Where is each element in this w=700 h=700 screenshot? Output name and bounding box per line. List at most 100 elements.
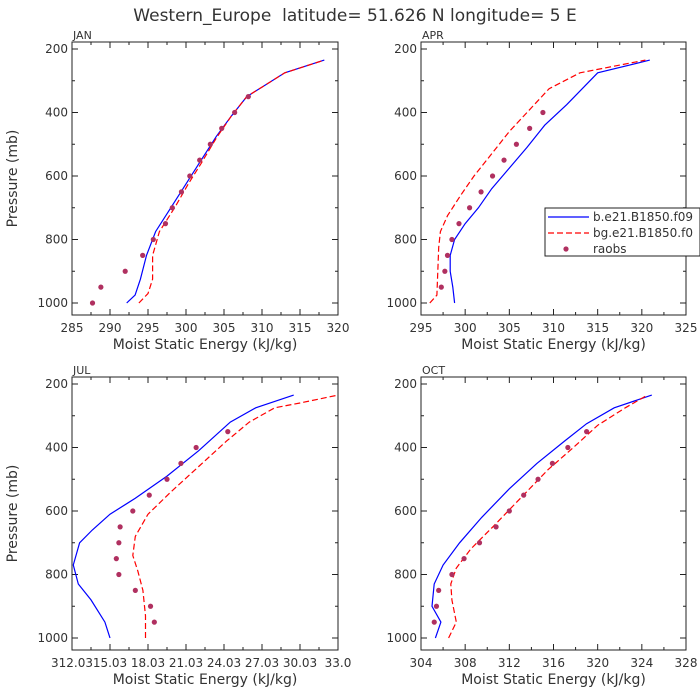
- y-tick-label: 200: [45, 377, 68, 391]
- raobs-point: [140, 252, 146, 258]
- y-axis-label: Pressure (mb): [5, 130, 21, 228]
- plot-frame: [420, 41, 687, 316]
- raobs-point: [150, 236, 156, 243]
- raobs-point: [98, 284, 104, 290]
- raobs-point: [549, 460, 555, 466]
- y-tick-label: 200: [394, 377, 417, 391]
- y-tick-label: 600: [394, 169, 417, 183]
- y-tick-label: 1000: [37, 296, 68, 310]
- figure-title: Western_Europe latitude= 51.626 N longit…: [133, 6, 576, 26]
- x-tick-label: 21.03: [169, 656, 203, 670]
- raobs-point: [438, 284, 444, 290]
- panel-title: APR: [422, 29, 444, 42]
- panel-apr: APR 295 300 305 310 315 320 325 200 400 600 800 1000…: [386, 29, 697, 353]
- x-tick-label: 328: [675, 656, 698, 670]
- raobs-point: [456, 221, 462, 227]
- raobs-point: [164, 476, 170, 482]
- panel-title: JAN: [72, 29, 92, 42]
- raobs-point: [169, 205, 175, 211]
- x-axis-label: Moist Static Energy (kJ/kg): [113, 337, 298, 353]
- raobs-point: [225, 429, 231, 435]
- series-line-b-e21-b1850-f09: [72, 394, 294, 639]
- raobs-point: [436, 587, 442, 593]
- y-axis-label: Pressure (mb): [5, 465, 21, 563]
- raobs-point: [219, 125, 225, 131]
- x-tick-label: 320: [586, 656, 609, 670]
- x-tick-label: 290: [99, 321, 122, 335]
- x-tick-label: 33.0: [325, 656, 352, 670]
- x-tick-label: 30.03: [283, 656, 317, 670]
- series-line-b-e21-b1850-f09: [431, 394, 652, 639]
- x-tick-label: 305: [498, 321, 521, 335]
- raobs-point: [147, 603, 154, 609]
- raobs-point: [565, 444, 571, 451]
- raobs-point: [540, 109, 546, 116]
- raobs-point: [178, 460, 184, 466]
- raobs-point: [151, 619, 157, 625]
- y-tick-label: 600: [45, 169, 68, 183]
- y-tick-label: 800: [394, 233, 417, 247]
- x-tick-label: 310: [542, 321, 565, 335]
- x-tick-label: 304: [410, 656, 433, 670]
- raobs-point: [493, 524, 499, 530]
- raobs-point: [146, 492, 152, 498]
- legend-label: bg.e21.B1850.f0: [593, 226, 693, 240]
- raobs-point: [232, 109, 238, 116]
- raobs-point: [116, 571, 122, 578]
- x-axis-label: Moist Static Energy (kJ/kg): [113, 672, 298, 688]
- y-tick-label: 800: [394, 568, 417, 582]
- x-tick-label: 300: [175, 321, 198, 335]
- legend-marker-raobs: [563, 246, 569, 252]
- x-tick-label: 316: [542, 656, 565, 670]
- x-tick-label: 295: [410, 321, 433, 335]
- x-tick-label: 308: [454, 656, 477, 670]
- raobs-point: [584, 429, 590, 435]
- raobs-point: [178, 189, 185, 195]
- raobs-point: [449, 571, 455, 578]
- plot-frame: [420, 376, 687, 651]
- raobs-point: [431, 619, 437, 625]
- y-tick-label: 800: [45, 233, 68, 247]
- plot-frame: [71, 41, 339, 316]
- legend-box: [544, 207, 700, 257]
- y-tick-label: 600: [394, 504, 417, 518]
- raobs-point: [122, 268, 128, 274]
- x-tick-label: 315: [586, 321, 609, 335]
- panel-jan: JAN 285 290 295 300 305 310 315 320 200 400 600 800 1…: [5, 29, 349, 353]
- x-tick-label: 310: [251, 321, 274, 335]
- x-tick-label: 320: [630, 321, 653, 335]
- series-line-bg-e21-b1850-f0: [138, 59, 325, 304]
- raobs-point: [521, 492, 527, 498]
- raobs-point: [117, 524, 123, 530]
- x-tick-label: 300: [454, 321, 477, 335]
- raobs-point: [89, 300, 96, 306]
- raobs-point: [461, 556, 467, 562]
- raobs-point: [207, 141, 213, 147]
- series-line-bg-e21-b1850-f0: [429, 59, 646, 304]
- raobs-point: [245, 94, 251, 100]
- legend-label: raobs: [593, 242, 627, 256]
- raobs-point: [113, 556, 119, 562]
- x-tick-label: 15.03: [93, 656, 127, 670]
- x-tick-label: 324: [630, 656, 653, 670]
- x-tick-label: 24.03: [207, 656, 241, 670]
- x-tick-label: 295: [137, 321, 160, 335]
- raobs-point: [132, 587, 138, 593]
- y-tick-label: 400: [45, 441, 68, 455]
- series-line-b-e21-b1850-f09: [126, 59, 325, 304]
- y-tick-label: 1000: [386, 296, 417, 310]
- x-tick-label: 312: [498, 656, 521, 670]
- raobs-point: [478, 189, 484, 195]
- legend: b.e21.B1850.f09 bg.e21.B1850.f0 raobs: [544, 207, 700, 257]
- series-line-b-e21-b1850-f09: [449, 59, 650, 304]
- y-tick-label: 400: [394, 106, 417, 120]
- y-tick-label: 400: [45, 106, 68, 120]
- raobs-point: [489, 173, 496, 179]
- raobs-point: [442, 268, 448, 274]
- raobs-point: [535, 476, 541, 482]
- raobs-point: [130, 508, 136, 514]
- raobs-point: [527, 125, 533, 131]
- legend-label: b.e21.B1850.f09: [593, 210, 693, 224]
- raobs-point: [513, 141, 520, 147]
